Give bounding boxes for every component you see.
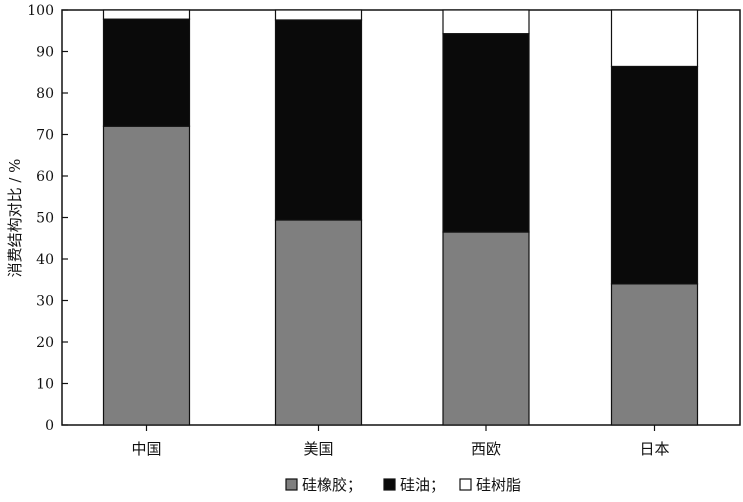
y-tick-label: 70 <box>36 128 54 144</box>
legend-label: 硅橡胶； <box>302 476 362 494</box>
bar-silicone-rubber <box>102 125 191 426</box>
legend-swatch <box>285 478 298 491</box>
bar-silicone-resin <box>274 9 363 21</box>
bar-silicone-resin <box>102 9 191 20</box>
y-tick-label: 80 <box>36 86 54 102</box>
legend-label: 硅树脂 <box>476 476 521 494</box>
bar-silicone-rubber <box>610 283 699 426</box>
x-tick-label: 日本 <box>639 440 669 458</box>
y-tick-label: 0 <box>45 418 54 434</box>
bar-silicone-rubber <box>442 231 530 426</box>
bar-silicone-oil <box>274 19 363 221</box>
x-tick-label: 美国 <box>303 440 333 458</box>
bar-silicone-oil <box>442 33 530 233</box>
legend-swatch <box>383 478 396 491</box>
y-tick-label: 60 <box>36 169 54 185</box>
y-tick-label: 100 <box>27 3 54 19</box>
x-tick-label: 西欧 <box>471 440 501 458</box>
x-tick-label: 中国 <box>131 440 161 458</box>
y-tick-label: 10 <box>36 377 54 393</box>
bar-silicone-resin <box>442 9 530 35</box>
y-axis-label: 消费结构对比 / % <box>6 159 24 278</box>
bar-silicone-oil <box>610 65 699 285</box>
legend-label: 硅油； <box>400 476 445 494</box>
bar-silicone-oil <box>102 18 191 127</box>
bar-silicone-resin <box>610 9 699 68</box>
y-tick-label: 30 <box>36 294 54 310</box>
y-tick-label: 90 <box>36 45 54 61</box>
y-tick-label: 40 <box>36 252 54 268</box>
legend-swatch <box>459 478 472 491</box>
bar-silicone-rubber <box>274 219 363 426</box>
y-tick-label: 20 <box>36 335 54 351</box>
y-tick-label: 50 <box>36 211 54 227</box>
